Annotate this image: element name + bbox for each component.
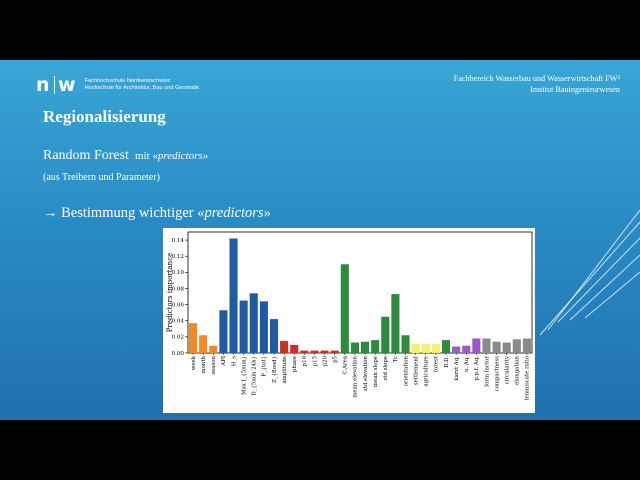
x-tick-label: p20 [322,355,328,366]
bar-amplitude [280,340,289,353]
x-tick-label: settlement [413,355,419,385]
x-tick-label: P_{tot} [262,356,268,377]
bar-d-d- [441,340,451,353]
arrow-icon: → [43,205,58,221]
bar-orientation [401,335,410,353]
bar-elongation [512,339,521,353]
bar-lemniscate-ratio [522,338,531,353]
x-tick-label: elongation [515,355,521,384]
institute-info: Fachbereich Wasserbau und Wasserwirtscha… [454,73,620,95]
bar-mean-elevation [350,342,359,353]
institute-line-2: Institut Bauingenieurwesen [530,85,620,94]
x-tick-label: circularity [505,355,511,384]
subtitle-text: (aus Treibern und Parameter) [43,172,160,183]
x-tick-label: std slope [383,356,389,380]
y-axis-label: Predictors importance [166,253,174,333]
bar-p-p-f-aq- [472,338,481,353]
x-tick-label: u. Aq. [464,356,470,372]
x-tick-label: p10 [302,355,308,366]
bar-std-elevation [361,341,370,353]
y-tick-label: 0.04 [172,319,185,325]
bar-mean-slope [371,340,380,353]
logo-text: Fachhochschule Nordwestschweiz Hochschul… [85,78,199,92]
bar-form-factor [482,338,491,353]
x-tick-label: lemniscate ratio [525,356,531,400]
predictors-importance-chart: 0.00 0.02 0.04 0.06 0.08 0.10 0.12 0.14 Predicto… [166,231,533,400]
bar-tc [391,294,400,353]
bar-h-s [229,238,238,353]
bar-p-tot- [259,301,268,353]
bar-season [209,345,218,353]
x-tick-label: agriculture [424,356,430,387]
x-tick-label: p5 [333,355,339,362]
bar-p10 [300,350,309,353]
bar-std-slope [381,316,390,353]
chart-container: 0.00 0.02 0.04 0.06 0.08 0.10 0.12 0.14 Predicto… [163,228,535,413]
bar-compactness [492,341,501,353]
x-tick-label: C.Area [343,355,349,374]
x-tick-label: p.p.f. Aq. [474,356,480,381]
y-tick-label: 0.12 [172,254,185,260]
bar-c-area [340,264,349,353]
bar-z-flood- [269,319,279,353]
x-tick-label: std elevation [363,355,369,391]
bullet-point: → Bestimmung wichtiger «predictors» [43,205,271,221]
y-tick-label: 0.08 [172,286,185,292]
x-tick-label: Tc [393,356,399,362]
x-tick-label: p15 [312,355,318,366]
bar-max-i-5min- [239,300,248,353]
y-tick-label: 0.14 [172,238,185,244]
bar-forest [431,344,440,353]
y-tick-label: 0.02 [172,335,185,341]
bar-p15 [310,350,319,353]
y-tick-label: 0.06 [172,302,185,308]
x-tick-label: API [221,356,227,367]
x-tick-label: Max I_{5min} [241,356,247,395]
bar-week [189,323,198,353]
x-tick-label: week [191,355,197,370]
logo-line-2: Hochschule für Architektur, Bau und Geom… [84,85,200,91]
x-tick-label: mean slope [373,356,379,387]
x-tick-label: season [211,355,217,374]
mit-predictors-text: mit «predictors» [134,150,209,162]
bar-api [219,310,228,353]
x-tick-label: orientation [403,355,409,386]
x-tick-label: amplitude [282,356,288,384]
x-tick-label: compactness [494,356,500,392]
bar-month [199,335,208,353]
decorative-lines [539,209,640,336]
bar-agriculture [421,344,430,353]
bar-karst-aq- [452,346,461,353]
bar-p5 [330,350,339,353]
plot-frame [187,231,533,354]
y-tick-label: 0.00 [172,351,185,357]
x-tick-label: form factor [484,356,490,387]
x-tick-label: Z_{flood} [272,356,278,383]
random-forest-label: Random Forest [43,148,129,163]
institute-line-1: Fachbereich Wasserbau und Wasserwirtscha… [453,74,620,83]
x-tick-label: D_{5min 24h} [252,356,258,396]
x-tick-label: phase [292,356,298,372]
random-forest-line: Random Forest mit «predictors» [43,148,208,164]
bar-p20 [320,350,329,353]
y-tick-label: 0.10 [172,270,185,276]
x-tick-label: mean elevation [353,355,359,397]
bar-u-aq- [462,345,471,353]
x-tick-label: forest [434,355,440,372]
x-tick-label: karst Aq. [454,356,460,381]
logo-line-1: Fachhochschule Nordwestschweiz [84,78,171,84]
bar-phase [290,344,299,353]
slide-title: Regionalisierung [43,107,166,126]
bar-circularity [502,342,511,353]
bar-settlement [411,344,420,353]
x-tick-label: H_s [231,356,237,366]
bar-d-5min-24h- [249,293,258,353]
x-tick-label: D.D. [444,356,450,368]
x-tick-label: month [201,355,207,373]
